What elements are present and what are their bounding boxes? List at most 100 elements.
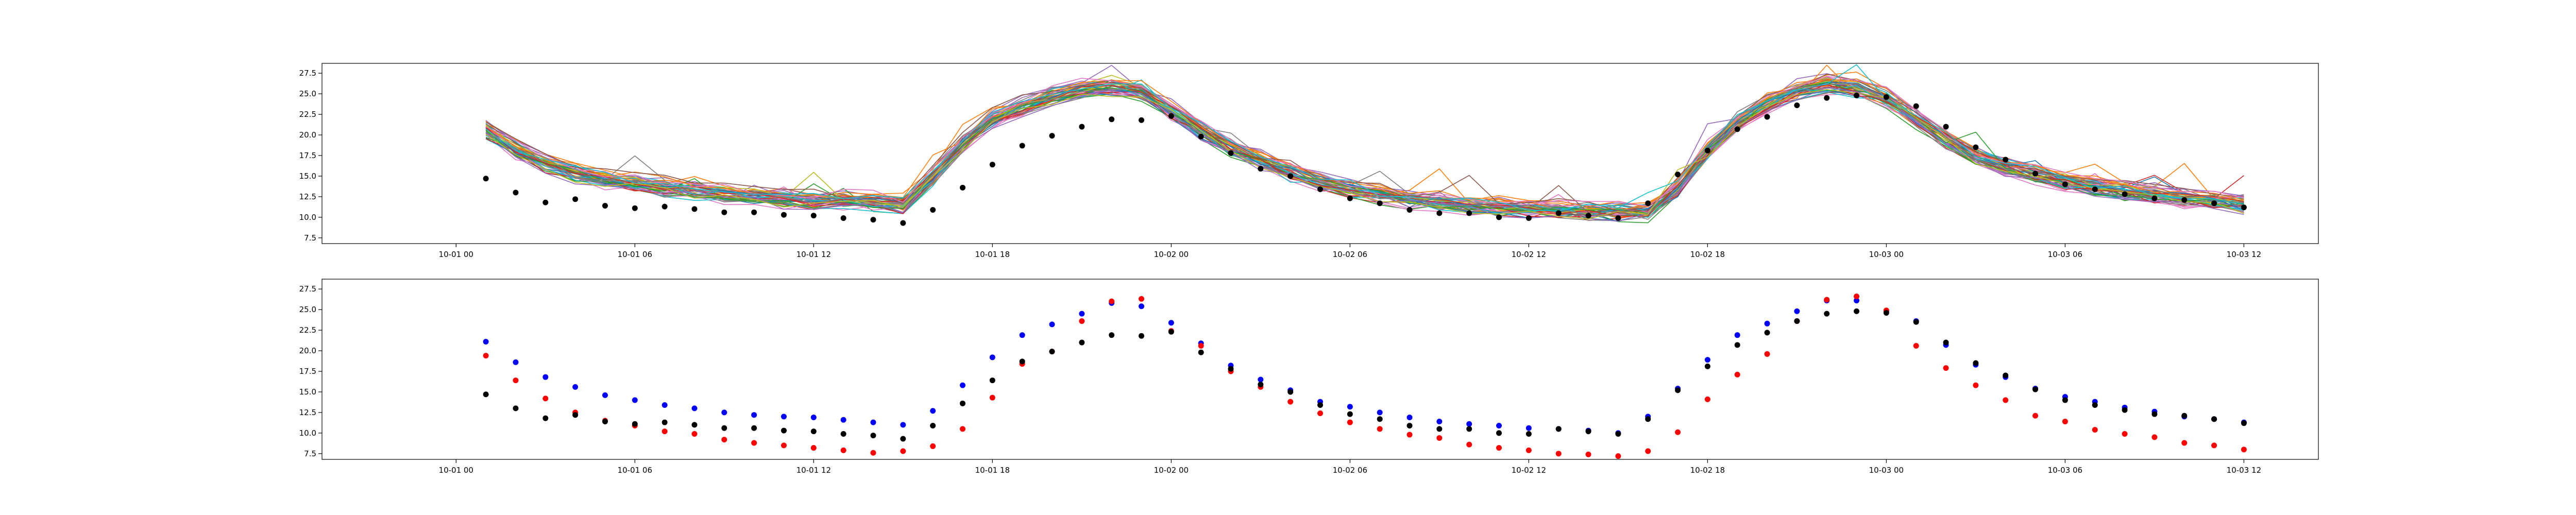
- scatter-point: [572, 384, 579, 390]
- scatter-point: [1555, 451, 1562, 457]
- scatter-point: [1764, 351, 1770, 357]
- scatter-point: [1019, 332, 1025, 338]
- observed-point: [1019, 143, 1025, 149]
- y-tick-label: 7.5: [304, 233, 316, 243]
- scatter-point: [1079, 339, 1085, 346]
- observed-point: [751, 209, 757, 215]
- y-tick-label: 15.0: [299, 171, 316, 181]
- x-tick-label: 10-02 12: [1512, 466, 1546, 475]
- observed-point: [1943, 124, 1949, 130]
- observed-point: [1734, 126, 1740, 132]
- scatter-point: [1317, 402, 1323, 408]
- scatter-point: [513, 359, 519, 365]
- observed-point: [1854, 92, 1860, 98]
- observed-point: [1466, 210, 1472, 216]
- observed-point: [2241, 204, 2247, 211]
- scatter-point: [1138, 333, 1144, 339]
- observed-point: [1317, 186, 1323, 193]
- scatter-point: [1585, 428, 1591, 435]
- scatter-point: [751, 425, 757, 431]
- observed-point: [1496, 214, 1502, 220]
- y-tick-label: 17.5: [299, 151, 316, 160]
- scatter-point: [602, 418, 608, 424]
- observed-point: [1555, 210, 1562, 216]
- y-tick-label: 15.0: [299, 387, 316, 397]
- observed-point: [810, 213, 817, 219]
- scatter-point: [2151, 434, 2158, 440]
- observed-point: [1973, 144, 1979, 150]
- scatter-point: [900, 436, 906, 442]
- scatter-point: [1436, 435, 1443, 441]
- ensemble-member-line: [485, 76, 2244, 207]
- scatter-point: [1794, 308, 1800, 314]
- observed-point: [1406, 207, 1413, 213]
- observed-point: [1585, 213, 1591, 219]
- scatter-point: [1615, 431, 1621, 437]
- scatter-point: [2181, 413, 2188, 419]
- scatter-points: [483, 294, 2247, 459]
- scatter-point: [1555, 426, 1562, 432]
- scatter-point: [1854, 308, 1860, 314]
- scatter-point: [1347, 404, 1353, 410]
- scatter-point: [691, 405, 698, 411]
- scatter-point: [1526, 425, 1532, 431]
- scatter-point: [2003, 397, 2009, 403]
- scatter-point: [2003, 372, 2009, 379]
- scatter-point: [1406, 414, 1413, 420]
- scatter-point: [1347, 419, 1353, 425]
- scatter-point: [781, 442, 787, 449]
- scatter-point: [1377, 416, 1383, 422]
- scatter-point: [810, 445, 817, 451]
- scatter-point: [1764, 330, 1770, 336]
- observed-point: [2092, 186, 2098, 193]
- x-tick-label: 10-02 18: [1690, 466, 1725, 475]
- observed-point: [1198, 133, 1204, 140]
- scatter-point: [751, 412, 757, 418]
- observed-point: [1079, 124, 1085, 130]
- scatter-point: [989, 354, 995, 360]
- observed-point: [1347, 195, 1353, 201]
- observed-point: [2062, 181, 2068, 187]
- forecast-y-axis: 7.5 10.0 12.5 15.0 17.5 20.0 22.5 25.0 27.5: [299, 68, 322, 243]
- scatter-point: [1764, 320, 1770, 327]
- scatter-point: [1466, 421, 1472, 427]
- observed-point: [483, 176, 489, 182]
- scatter-point: [1854, 294, 1860, 300]
- scatter-point: [1287, 389, 1294, 395]
- x-tick-label: 10-01 12: [796, 250, 831, 259]
- observed-point: [1109, 116, 1115, 123]
- observed-point: [1138, 117, 1144, 123]
- scatter-point: [2151, 411, 2158, 417]
- y-tick-label: 20.0: [299, 130, 316, 140]
- observed-point: [513, 190, 519, 196]
- scatter-point: [781, 414, 787, 420]
- scatter-point: [1675, 387, 1681, 393]
- x-tick-label: 10-02 00: [1154, 466, 1189, 475]
- scatter-point: [959, 382, 965, 388]
- scatter-point: [1824, 297, 1830, 303]
- x-tick-label: 10-01 18: [975, 466, 1010, 475]
- scatter-point: [1109, 298, 1115, 304]
- scatter-point: [543, 396, 549, 402]
- scatter-point: [930, 408, 936, 414]
- scatter-point: [1854, 298, 1860, 304]
- scatter-point: [840, 447, 846, 453]
- scatter-point: [662, 419, 668, 425]
- scatter-point: [930, 422, 936, 428]
- scatter-point: [1913, 319, 1919, 325]
- comparison-y-axis: 7.5 10.0 12.5 15.0 17.5 20.0 22.5 25.0 27.5: [299, 284, 322, 458]
- scatter-point: [751, 440, 757, 446]
- scatter-point: [1258, 376, 1264, 383]
- scatter-point: [2032, 386, 2039, 392]
- y-tick-label: 17.5: [299, 367, 316, 376]
- scatter-point: [810, 414, 817, 420]
- scatter-point: [1198, 349, 1204, 355]
- x-tick-label: 10-01 12: [796, 466, 831, 475]
- observed-point: [543, 199, 549, 205]
- observed-point: [1258, 166, 1264, 172]
- forecast-ensemble-panel: 7.5 10.0 12.5 15.0 17.5 20.0 22.5 25.0 27.5 10-0…: [299, 63, 2319, 259]
- ensemble-member-line: [485, 89, 2244, 224]
- scatter-point: [1198, 342, 1204, 349]
- scatter-point: [870, 419, 876, 425]
- scatter-point: [2241, 420, 2247, 426]
